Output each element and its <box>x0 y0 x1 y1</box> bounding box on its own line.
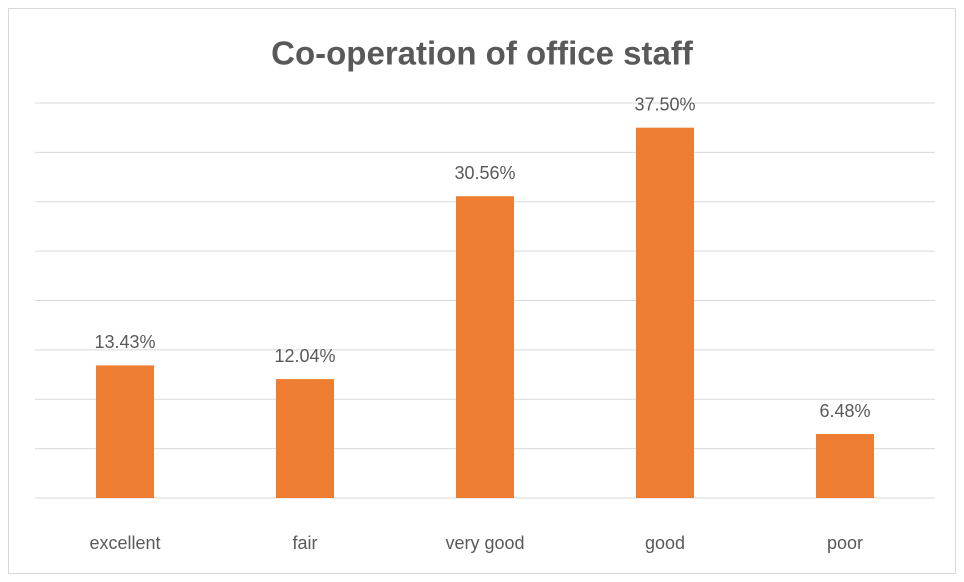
x-tick-label: fair <box>292 533 317 553</box>
bar <box>456 196 514 498</box>
x-tick-label: excellent <box>89 533 160 553</box>
data-label: 12.04% <box>274 346 335 366</box>
x-tick-label: very good <box>445 533 524 553</box>
bar <box>96 365 154 498</box>
data-label: 6.48% <box>819 401 870 421</box>
data-label: 30.56% <box>454 163 515 183</box>
data-label: 37.50% <box>634 94 695 114</box>
x-tick-label: poor <box>827 533 863 553</box>
chart-title: Co-operation of office staff <box>271 35 694 72</box>
x-tick-label: good <box>645 533 685 553</box>
bar <box>636 127 694 498</box>
data-label: 13.43% <box>94 332 155 352</box>
bar <box>816 434 874 498</box>
bar <box>276 379 334 498</box>
